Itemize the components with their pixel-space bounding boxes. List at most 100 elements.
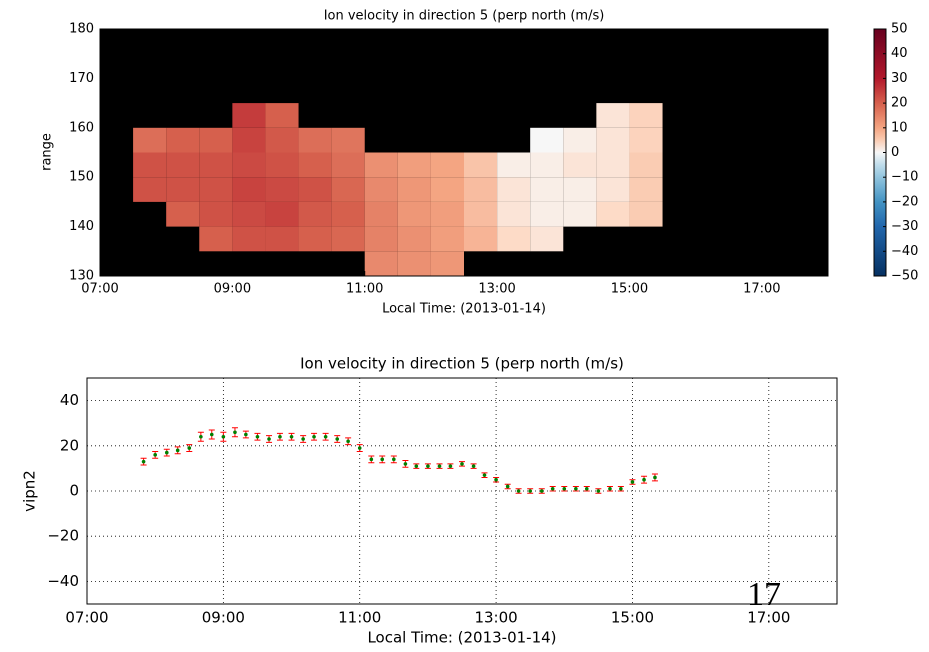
- marker: [141, 459, 146, 464]
- y-axis-label: vipn2: [21, 470, 39, 512]
- heat-cell: [331, 226, 365, 252]
- heat-cell: [166, 127, 200, 153]
- marker: [426, 464, 430, 468]
- marker: [608, 486, 612, 491]
- heat-cell: [166, 201, 200, 227]
- marker: [460, 462, 464, 466]
- marker: [550, 486, 555, 491]
- heat-cell: [497, 226, 531, 252]
- y-tick-label: 170: [69, 71, 94, 86]
- marker: [653, 475, 657, 480]
- colorbar-tick-label: 20: [891, 96, 908, 111]
- marker: [164, 450, 169, 455]
- chart-title: Ion velocity in direction 5 (perp north …: [300, 355, 624, 373]
- y-tick-label: 150: [69, 170, 94, 185]
- heat-cell: [596, 127, 630, 153]
- y-axis-label: range: [40, 133, 55, 171]
- marker: [619, 486, 623, 491]
- marker: [267, 437, 271, 441]
- heat-cell: [397, 251, 431, 276]
- heat-cell: [265, 103, 299, 128]
- heat-cell: [133, 177, 167, 202]
- marker: [482, 473, 487, 477]
- heat-cell: [364, 201, 398, 227]
- marker: [199, 434, 203, 439]
- marker: [209, 432, 214, 437]
- heat-cell: [629, 201, 663, 227]
- heat-cell: [397, 177, 431, 202]
- marker: [221, 434, 226, 439]
- marker: [233, 430, 237, 435]
- heat-cell: [232, 226, 266, 252]
- marker: [175, 448, 180, 453]
- heat-cell: [298, 201, 332, 227]
- annotation: 17: [747, 576, 781, 613]
- marker: [301, 437, 305, 441]
- heat-cell: [298, 152, 332, 178]
- heat-cell: [497, 152, 531, 178]
- colorbar-tick-label: −50: [891, 269, 918, 284]
- marker: [584, 486, 589, 491]
- heat-cell: [364, 152, 398, 178]
- heat-cell: [298, 226, 332, 252]
- marker: [335, 437, 340, 441]
- heat-cell: [530, 152, 564, 178]
- marker: [471, 464, 476, 468]
- heat-cell: [497, 177, 531, 202]
- colorbar-tick-label: 10: [891, 120, 908, 135]
- heat-cell: [563, 201, 597, 227]
- marker: [312, 434, 316, 439]
- marker: [357, 446, 362, 450]
- heat-cell: [232, 201, 266, 227]
- plot-frame: [99, 28, 829, 277]
- x-tick-label: 11:00: [346, 282, 383, 297]
- heat-cell: [232, 103, 266, 128]
- heat-cell: [430, 251, 464, 276]
- heat-cell: [430, 177, 464, 202]
- heat-cell: [629, 103, 663, 128]
- y-tick-label: 40: [60, 391, 79, 409]
- marker: [596, 489, 601, 493]
- heat-cell: [364, 177, 398, 202]
- heat-cell: [232, 152, 266, 178]
- heat-cell: [596, 103, 630, 128]
- x-tick-label: 07:00: [65, 609, 108, 627]
- marker: [289, 434, 294, 439]
- heat-cell: [199, 177, 233, 202]
- colorbar-tick-label: −10: [891, 170, 918, 185]
- marker: [153, 453, 157, 457]
- heatmap-panel: Ion velocity in direction 5 (perp north …: [40, 9, 919, 317]
- marker: [516, 489, 521, 493]
- heat-cell: [397, 152, 431, 178]
- heat-cell: [298, 177, 332, 202]
- marker: [255, 434, 260, 439]
- heat-cell: [298, 127, 332, 153]
- x-tick-label: 09:00: [202, 609, 245, 627]
- x-tick-label: 17:00: [743, 282, 780, 297]
- marker: [562, 486, 567, 491]
- marker: [528, 489, 532, 493]
- heat-cell: [430, 152, 464, 178]
- marker: [437, 464, 442, 468]
- marker: [414, 464, 419, 468]
- colorbar-tick-label: −30: [891, 219, 918, 234]
- heat-cell: [397, 226, 431, 252]
- x-tick-label: 07:00: [81, 282, 118, 297]
- heat-cell: [265, 201, 299, 227]
- heat-cell: [530, 226, 564, 252]
- x-tick-label: 13:00: [478, 282, 515, 297]
- x-tick-label: 09:00: [214, 282, 251, 297]
- heat-cell: [596, 152, 630, 178]
- heat-cell: [232, 127, 266, 153]
- heat-cell: [497, 201, 531, 227]
- heat-cell: [331, 127, 365, 153]
- heat-cell: [629, 152, 663, 178]
- x-tick-label: 15:00: [611, 609, 654, 627]
- marker: [323, 434, 328, 439]
- heat-cell: [596, 177, 630, 202]
- marker: [380, 457, 385, 462]
- marker: [494, 477, 498, 482]
- y-tick-label: 180: [69, 22, 94, 37]
- plot-frame: [86, 377, 838, 605]
